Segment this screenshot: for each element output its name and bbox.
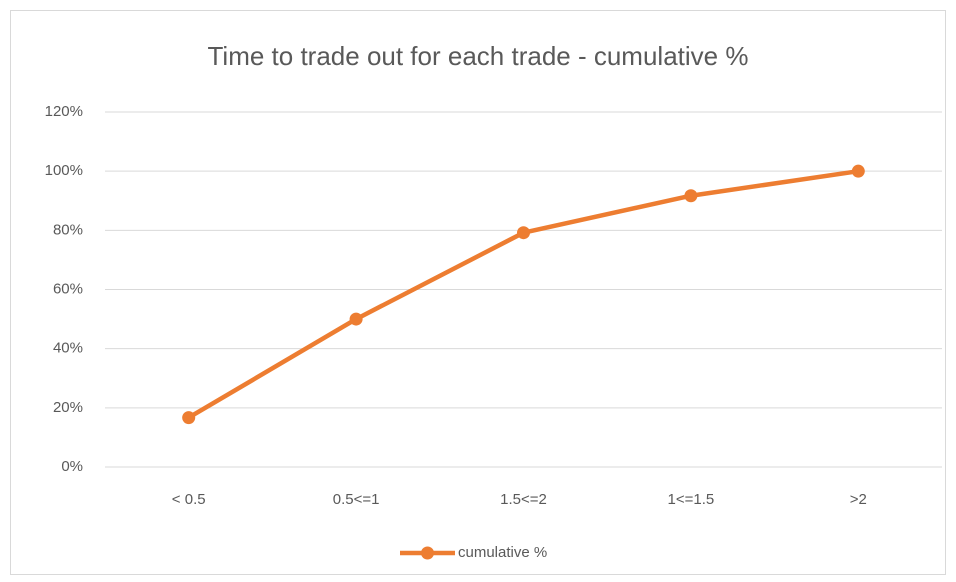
chart-title: Time to trade out for each trade - cumul… [208, 41, 749, 71]
x-tick-label: 0.5<=1 [333, 491, 380, 508]
legend-marker [421, 546, 434, 560]
point [182, 411, 196, 425]
x-tick-label: 1.5<=2 [500, 491, 547, 508]
x-tick-label: 1<=1.5 [668, 491, 715, 508]
y-tick-label: 0% [61, 458, 83, 475]
point [851, 164, 865, 178]
point [684, 189, 698, 203]
y-tick-label: 120% [45, 103, 83, 120]
legend-label: cumulative % [458, 544, 547, 561]
point [349, 312, 363, 326]
y-tick-label: 40% [53, 340, 83, 357]
point [517, 226, 530, 240]
x-tick-label: < 0.5 [172, 491, 206, 508]
y-tick-label: 100% [45, 162, 83, 179]
chart-frame [10, 10, 946, 575]
y-tick-label: 20% [53, 399, 83, 416]
x-tick-label: >2 [850, 491, 867, 508]
y-tick-label: 60% [53, 280, 83, 297]
y-tick-label: 80% [53, 221, 83, 238]
